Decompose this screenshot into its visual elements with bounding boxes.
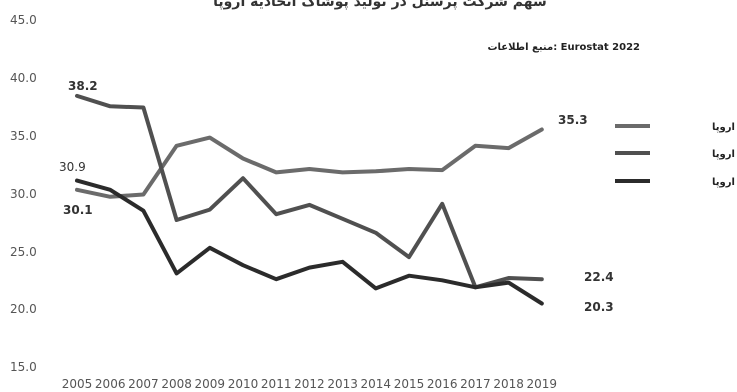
series-layer [75, 93, 544, 306]
x-tick-label: 2012 [294, 377, 325, 391]
y-tick-label: 40.0 [10, 71, 37, 85]
legend-label: جنوب اتحادیه اروپا [712, 149, 737, 160]
y-tick-label: 35.0 [10, 129, 37, 143]
x-tick-label: 2011 [261, 377, 292, 391]
data-label-west-2019: 20.3 [584, 300, 614, 314]
legend-item-west: غرب اتحادیه اروپا [615, 177, 737, 188]
legend: شرق اتحادیه اروپا جنوب اتحادیه اروپا غرب… [615, 122, 737, 188]
x-tick-label: 2005 [62, 377, 93, 391]
legend-label: غرب اتحادیه اروپا [712, 177, 737, 188]
y-tick-label: 45.0 [10, 13, 37, 27]
y-tick-label: 30.0 [10, 187, 37, 201]
data-label-south-2019: 22.4 [584, 270, 614, 284]
chart-title: سهم شرکت پرسنل در تولید پوشاک اتحادیه ار… [213, 0, 547, 10]
data-labels: 38.2 30.9 30.1 35.3 22.4 20.3 [59, 79, 614, 314]
x-tick-label: 2008 [161, 377, 192, 391]
y-axis: 15.0 20.0 25.0 30.0 35.0 40.0 45.0 [10, 13, 37, 374]
x-tick-label: 2009 [195, 377, 226, 391]
y-tick-label: 20.0 [10, 302, 37, 316]
x-tick-label: 2018 [493, 377, 524, 391]
data-label-east-2019: 35.3 [558, 113, 588, 127]
series-line-west [75, 178, 544, 306]
x-tick-label: 2016 [427, 377, 458, 391]
y-tick-label: 25.0 [10, 245, 37, 259]
series-line-south [75, 93, 544, 290]
x-axis: 2005 2006 2007 2008 2009 2010 2011 2012 2013 2014… [62, 377, 557, 391]
y-tick-label: 15.0 [10, 360, 37, 374]
x-tick-label: 2019 [527, 377, 558, 391]
chart-source: منبع اطلاعات: Eurostat 2022 [487, 42, 640, 53]
legend-label: شرق اتحادیه اروپا [712, 122, 737, 133]
legend-item-east: شرق اتحادیه اروپا [615, 122, 737, 133]
data-label-south-2005: 38.2 [68, 79, 98, 93]
legend-item-south: جنوب اتحادیه اروپا [615, 149, 737, 160]
data-label-east-2005: 30.1 [63, 203, 93, 217]
series-line-east [75, 127, 544, 199]
data-label-west-2005: 30.9 [59, 160, 86, 174]
x-tick-label: 2014 [361, 377, 392, 391]
x-tick-label: 2015 [394, 377, 425, 391]
x-tick-label: 2007 [128, 377, 159, 391]
x-tick-label: 2013 [327, 377, 358, 391]
x-tick-label: 2006 [95, 377, 126, 391]
x-tick-label: 2010 [228, 377, 259, 391]
x-tick-label: 2017 [460, 377, 491, 391]
